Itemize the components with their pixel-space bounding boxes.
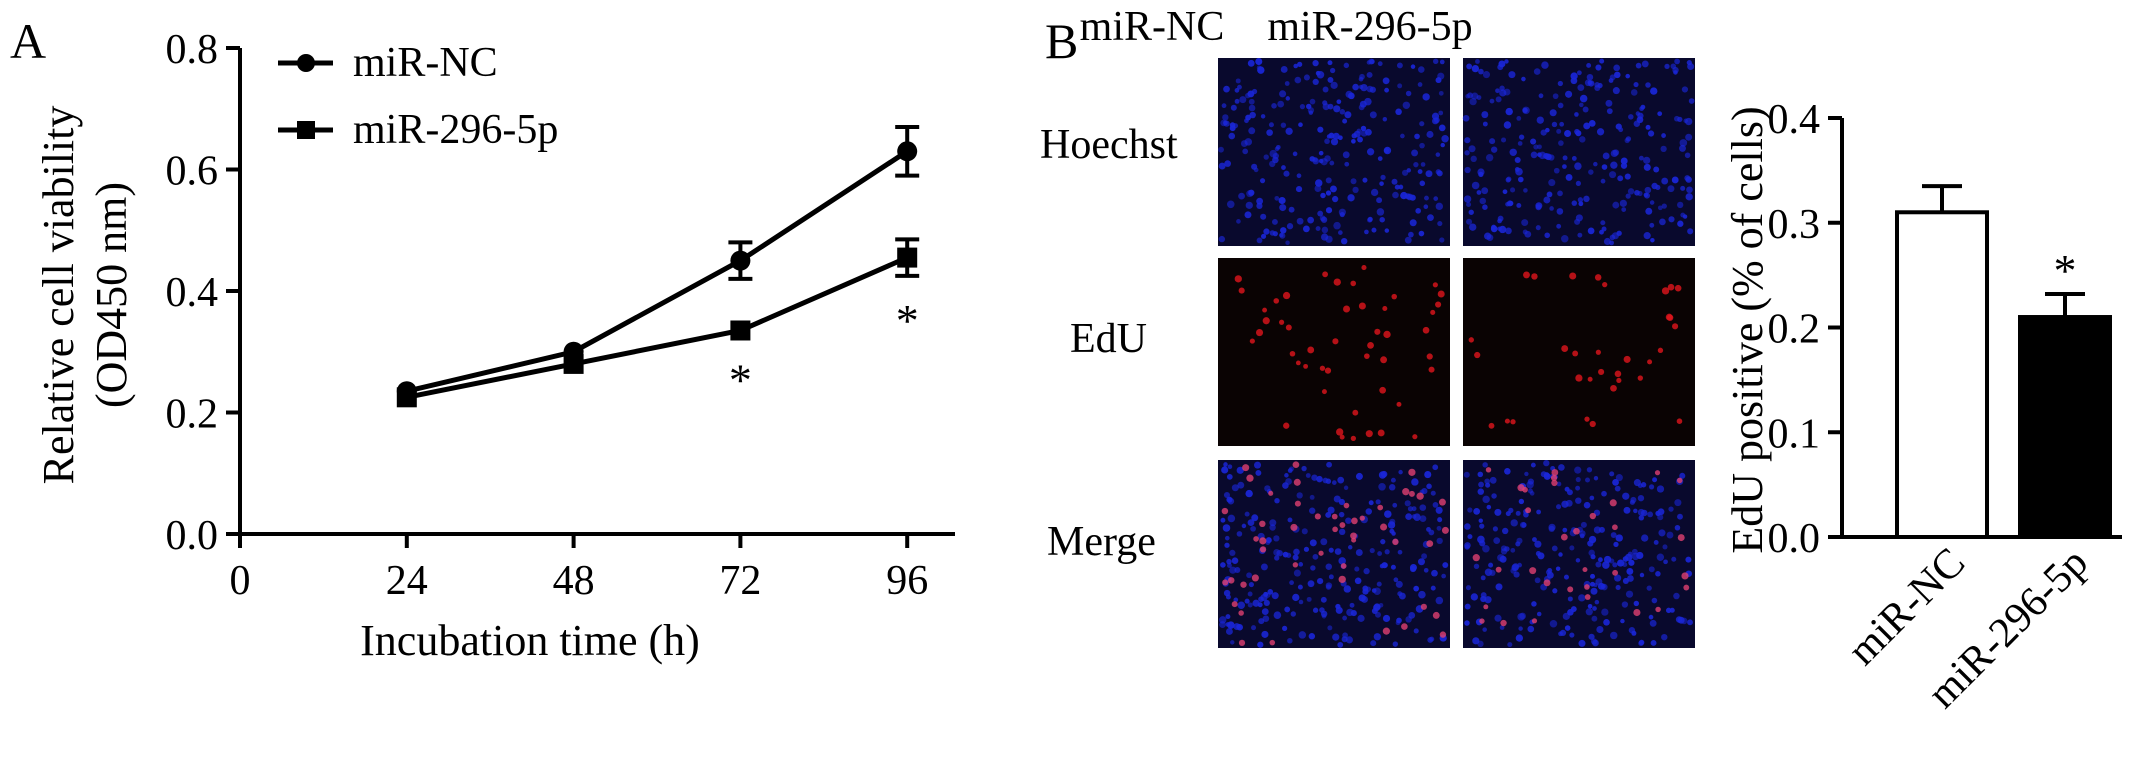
micrograph-tile [1218, 57, 1450, 246]
viability-line-chart: 0.00.20.40.60.8 0 24 48 72 96 ** Incubation … [34, 27, 955, 665]
legend-marker-circle [297, 54, 315, 72]
series-line-296 [406, 255, 909, 400]
data-point [396, 387, 417, 408]
y-axis-title-line1: Relative cell viability [34, 106, 83, 485]
significance-star: * [729, 354, 752, 405]
x-axis-title: Incubation time (h) [360, 616, 700, 665]
micrograph-column-label-nc: miR-NC [1080, 4, 1225, 50]
x-tick-label: 72 [719, 558, 761, 604]
data-point [563, 353, 584, 374]
bar-296 [2018, 315, 2112, 539]
bar-y-ticks: 0.0 0.1 0.2 0.3 0.4 [1768, 97, 1842, 562]
y-ticks: 0.0 0.2 0.4 0.6 0.8 [166, 27, 240, 559]
bar-y-tick-label: 0.0 [1768, 516, 1821, 562]
annotations: ** [729, 295, 919, 406]
y-tick-label: 0.2 [166, 392, 219, 438]
x-tick-label: 48 [553, 558, 595, 604]
series-line-nc [406, 149, 909, 394]
micrograph-row-label-edu: EdU [1070, 316, 1147, 362]
y-axis-title-line2: (OD450 nm) [87, 182, 136, 408]
panel-a-letter: A [10, 13, 46, 69]
micrograph-row-label-hoechst: Hoechst [1040, 122, 1178, 168]
x-tick-label: 96 [886, 558, 928, 604]
micrograph-tile [1218, 258, 1450, 446]
y-tick-label: 0.8 [166, 27, 219, 73]
bar-y-tick-label: 0.2 [1768, 307, 1821, 353]
y-tick-label: 0.0 [166, 513, 219, 559]
bar-nc [1895, 210, 1989, 539]
bar-significance-star: * [2054, 245, 2077, 296]
y-tick-label: 0.6 [166, 149, 219, 195]
legend: miR-NC miR-296-5p [278, 40, 558, 153]
legend-label-296: miR-296-5p [353, 107, 558, 153]
legend-marker-square [297, 121, 315, 139]
micrograph-tile [1462, 58, 1695, 246]
data-point [897, 141, 918, 162]
micrograph-grid: miR-NC miR-296-5p Hoechst EdU Merge [1040, 4, 1695, 648]
micrograph-images [1218, 57, 1695, 648]
bars-group: * [1895, 184, 2112, 539]
data-point [897, 247, 918, 268]
data-point [730, 250, 751, 271]
data-point [730, 320, 751, 341]
significance-star: * [896, 295, 919, 346]
bar-y-tick-label: 0.3 [1768, 202, 1821, 248]
legend-label-nc: miR-NC [353, 40, 498, 86]
x-ticks: 0 24 48 72 96 [230, 534, 928, 604]
micrograph-tile [1463, 258, 1695, 446]
bar-y-axis-title: EdU positive (% of cells) [1723, 106, 1772, 553]
panel-b-letter: B [1045, 13, 1078, 69]
x-tick-label: 0 [230, 558, 251, 604]
micrograph-tile [1463, 460, 1695, 648]
bar-y-tick-label: 0.4 [1768, 97, 1821, 143]
x-tick-label: 24 [386, 558, 428, 604]
bar-y-tick-label: 0.1 [1768, 411, 1821, 457]
y-tick-label: 0.4 [166, 270, 219, 316]
micrograph-tile [1218, 460, 1450, 648]
micrograph-column-label-296: miR-296-5p [1267, 4, 1472, 50]
series-group [396, 124, 920, 408]
micrograph-row-label-merge: Merge [1047, 519, 1156, 565]
